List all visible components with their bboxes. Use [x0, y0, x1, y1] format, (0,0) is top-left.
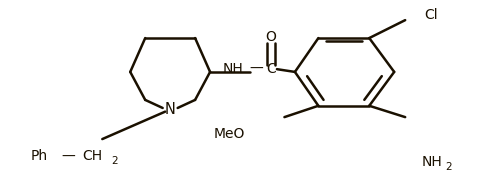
Text: 2: 2	[111, 156, 118, 166]
Text: Ph: Ph	[30, 150, 47, 163]
Text: —: —	[61, 150, 75, 163]
Text: NH: NH	[422, 155, 443, 169]
Text: —: —	[249, 62, 263, 76]
Text: CH: CH	[82, 149, 102, 163]
Text: 2: 2	[445, 162, 452, 171]
Text: NH: NH	[223, 62, 244, 76]
Text: MeO: MeO	[213, 127, 245, 141]
Text: O: O	[265, 30, 276, 44]
Text: Cl: Cl	[424, 8, 438, 22]
Text: N: N	[165, 102, 176, 117]
Text: C: C	[266, 62, 276, 76]
